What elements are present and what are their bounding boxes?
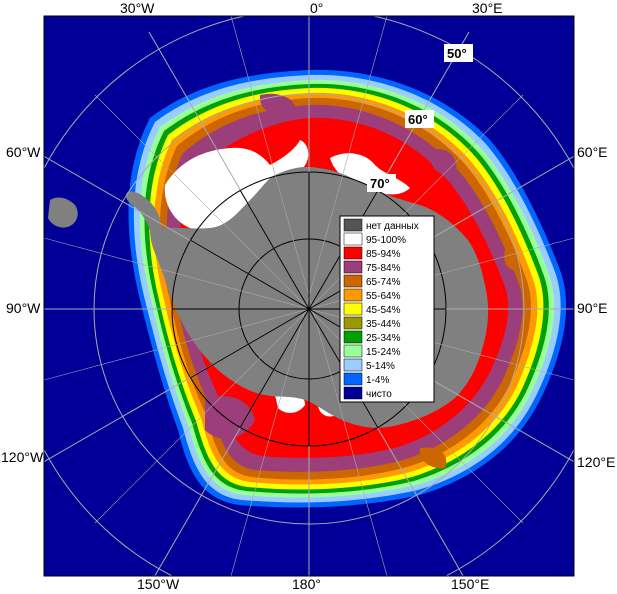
lon-label-120w: 120°W — [1, 449, 44, 465]
lon-label-30e: 30°E — [472, 0, 503, 16]
ice-patch-65-74-a — [504, 248, 520, 271]
lat-label-70: 70° — [370, 176, 390, 191]
legend-swatch-5 — [343, 288, 363, 302]
legend-label-11: 1-4% — [366, 375, 389, 386]
map-frame — [43, 15, 575, 577]
lon-label-60w: 60°W — [6, 144, 41, 160]
legend: нет данных 95-100% 85-94% 75-84% 65-74% 55-64… — [339, 215, 435, 403]
lat-label-box-50 — [444, 44, 473, 62]
legend-swatch-0 — [343, 218, 363, 232]
legend-swatch-4 — [343, 274, 363, 288]
legend-swatch-3 — [343, 260, 363, 274]
lon-label-180: 180° — [292, 576, 321, 592]
lat-label-60: 60° — [408, 112, 428, 127]
lon-label-60e: 60°E — [577, 144, 608, 160]
lat-label-box-60 — [405, 110, 434, 128]
legend-label-6: 45-54% — [366, 305, 401, 316]
ice-layers — [48, 69, 567, 508]
legend-label-10: 5-14% — [366, 361, 395, 372]
legend-label-12: чисто — [366, 389, 392, 400]
legend-swatch-7 — [343, 316, 363, 330]
legend-label-3: 75-84% — [366, 263, 401, 274]
legend-label-8: 25-34% — [366, 333, 401, 344]
legend-swatch-8 — [343, 330, 363, 344]
legend-label-0: нет данных — [366, 221, 419, 232]
legend-swatch-9 — [343, 344, 363, 358]
lon-label-0: 0° — [310, 0, 323, 16]
legend-swatch-12 — [343, 386, 363, 400]
legend-swatch-2 — [343, 246, 363, 260]
legend-swatch-10 — [343, 358, 363, 372]
lat-label-box-70 — [367, 174, 396, 192]
lon-label-90e: 90°E — [577, 300, 608, 316]
lon-label-150e: 150°E — [451, 576, 489, 592]
legend-label-5: 55-64% — [366, 291, 401, 302]
ice-patch-95-100-weddell — [164, 140, 309, 233]
ice-patch-65-74-b — [419, 447, 447, 469]
legend-label-4: 65-74% — [366, 277, 401, 288]
ice-patch-75-84-b — [429, 149, 457, 176]
ice-patch-75-84-a — [205, 396, 255, 439]
lon-label-120e: 120°E — [577, 454, 615, 470]
legend-swatch-11 — [343, 372, 363, 386]
lon-label-90w: 90°W — [6, 300, 41, 316]
legend-swatch-6 — [343, 302, 363, 316]
ice-patch-75-84-c — [259, 93, 296, 117]
lon-label-150w: 150°W — [137, 576, 180, 592]
antarctic-peninsula — [125, 191, 162, 230]
legend-swatch-1 — [343, 232, 363, 246]
lon-label-30w: 30°W — [120, 0, 155, 16]
south-america-land — [48, 197, 78, 228]
legend-label-7: 35-44% — [366, 319, 401, 330]
legend-label-1: 95-100% — [366, 235, 406, 246]
legend-label-2: 85-94% — [366, 249, 401, 260]
legend-label-9: 15-24% — [366, 347, 401, 358]
lat-label-50: 50° — [447, 46, 467, 61]
